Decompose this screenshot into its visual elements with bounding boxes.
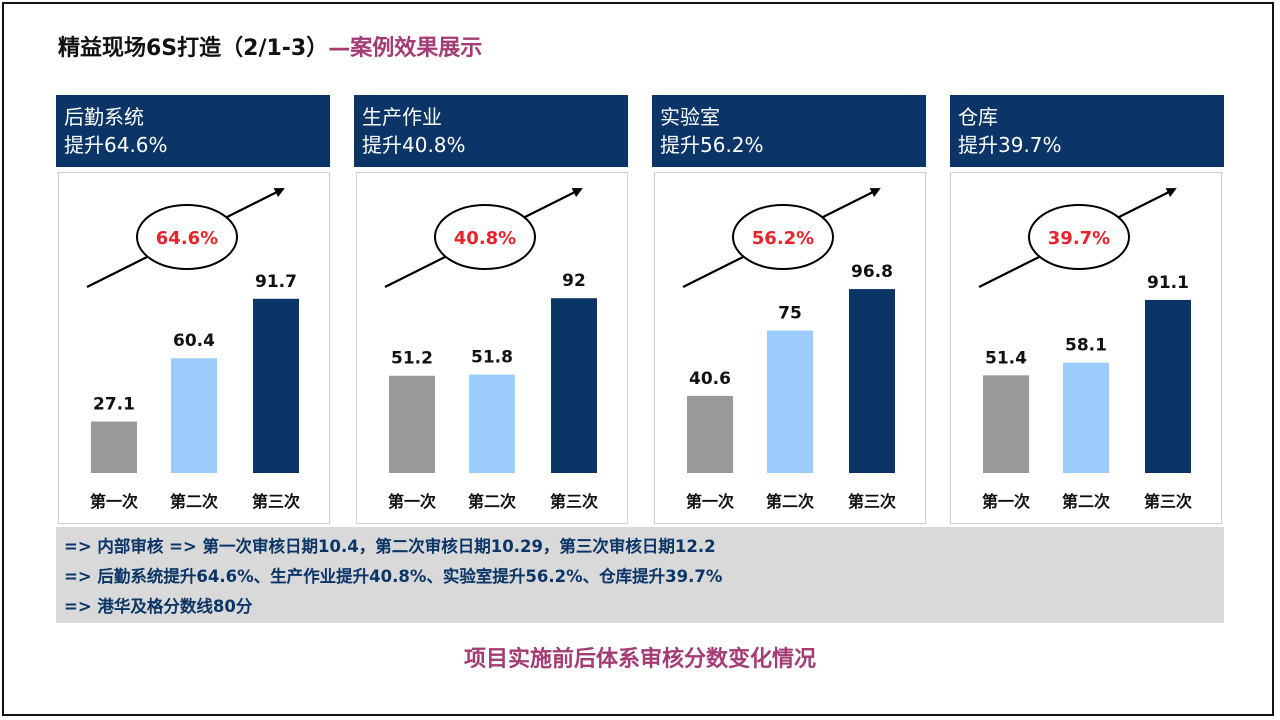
title-main: 精益现场6S打造（2/1-3）	[58, 36, 329, 61]
bar	[171, 358, 217, 473]
bar-chart: 39.7% 51.4 第一次 58.1 第二次 91.1 第三次	[978, 188, 1192, 511]
category-label: 第一次	[90, 492, 138, 511]
badge-label: 64.6%	[156, 228, 218, 249]
improvement-badge	[434, 204, 536, 270]
data-label: 27.1	[93, 395, 135, 415]
bar	[1145, 299, 1191, 473]
category-label: 第一次	[388, 492, 436, 511]
note-line: => 后勤系统提升64.6%、生产作业提升40.8%、实验室提升56.2%、仓库…	[64, 567, 723, 586]
notes-box: => 内部审核 => 第一次审核日期10.4，第二次审核日期10.29，第三次审…	[56, 527, 1224, 623]
panel-subtitle: 提升40.8%	[362, 133, 466, 157]
improvement-badge	[732, 204, 834, 270]
slide-title: 精益现场6S打造（2/1-3）—案例效果展示	[58, 34, 482, 64]
category-label: 第三次	[1144, 492, 1192, 511]
bar	[91, 421, 137, 473]
category-label: 第二次	[468, 492, 516, 511]
category-label: 第二次	[766, 492, 814, 511]
bar	[1063, 362, 1109, 473]
bar-chart: 64.6% 27.1 第一次 60.4 第二次 91.7 第三次	[86, 188, 300, 511]
data-label: 58.1	[1065, 336, 1107, 356]
bar	[389, 375, 435, 473]
data-label: 96.8	[851, 262, 893, 282]
chart-panel-laboratory: 56.2% 40.6 第一次 75 第二次 96.8 第三次	[654, 172, 926, 524]
bar	[687, 395, 733, 473]
chart-panel-warehouse: 39.7% 51.4 第一次 58.1 第二次 91.1 第三次	[950, 172, 1222, 524]
category-label: 第一次	[982, 492, 1030, 511]
bar	[849, 289, 895, 473]
panel-subtitle: 提升39.7%	[958, 133, 1062, 157]
bar-chart: 40.8% 51.2 第一次 51.8 第二次 92 第三次	[384, 188, 598, 511]
note-line: => 内部审核 => 第一次审核日期10.4，第二次审核日期10.29，第三次审…	[64, 537, 716, 556]
panel-header-logistics: 后勤系统 提升64.6%	[56, 95, 330, 167]
data-label: 91.7	[255, 272, 297, 292]
data-label: 51.8	[471, 348, 513, 368]
panel-header-laboratory: 实验室 提升56.2%	[652, 95, 926, 167]
data-label: 75	[778, 304, 802, 324]
panel-title: 实验室	[660, 105, 720, 129]
title-sub: —案例效果展示	[328, 36, 483, 61]
category-label: 第三次	[252, 492, 300, 511]
data-label: 91.1	[1147, 273, 1189, 293]
category-label: 第二次	[170, 492, 218, 511]
panel-title: 后勤系统	[64, 105, 144, 129]
bar	[253, 298, 299, 473]
data-label: 40.6	[689, 369, 731, 389]
slide-caption: 项目实施前后体系审核分数变化情况	[463, 647, 816, 672]
bar	[469, 374, 515, 473]
improvement-badge	[136, 204, 238, 270]
category-label: 第一次	[686, 492, 734, 511]
badge-label: 56.2%	[752, 228, 814, 249]
bar-chart: 56.2% 40.6 第一次 75 第二次 96.8 第三次	[682, 188, 896, 511]
bar	[551, 298, 597, 473]
category-label: 第三次	[550, 492, 598, 511]
panel-title: 生产作业	[362, 105, 442, 129]
category-label: 第三次	[848, 492, 896, 511]
badge-label: 40.8%	[454, 228, 516, 249]
bar	[983, 375, 1029, 473]
data-label: 60.4	[173, 331, 215, 351]
chart-panel-logistics: 64.6% 27.1 第一次 60.4 第二次 91.7 第三次	[58, 172, 330, 524]
data-label: 92	[562, 271, 586, 291]
panel-subtitle: 提升56.2%	[660, 133, 764, 157]
chart-panel-production: 40.8% 51.2 第一次 51.8 第二次 92 第三次	[356, 172, 628, 524]
improvement-badge	[1028, 204, 1130, 270]
panel-title: 仓库	[958, 105, 998, 129]
panel-header-warehouse: 仓库 提升39.7%	[950, 95, 1224, 167]
badge-label: 39.7%	[1048, 228, 1110, 249]
panel-subtitle: 提升64.6%	[64, 133, 168, 157]
bar	[767, 330, 813, 473]
category-label: 第二次	[1062, 492, 1110, 511]
data-label: 51.2	[391, 349, 433, 369]
panel-header-production: 生产作业 提升40.8%	[354, 95, 628, 167]
note-line: => 港华及格分数线80分	[64, 597, 253, 616]
data-label: 51.4	[985, 348, 1027, 368]
